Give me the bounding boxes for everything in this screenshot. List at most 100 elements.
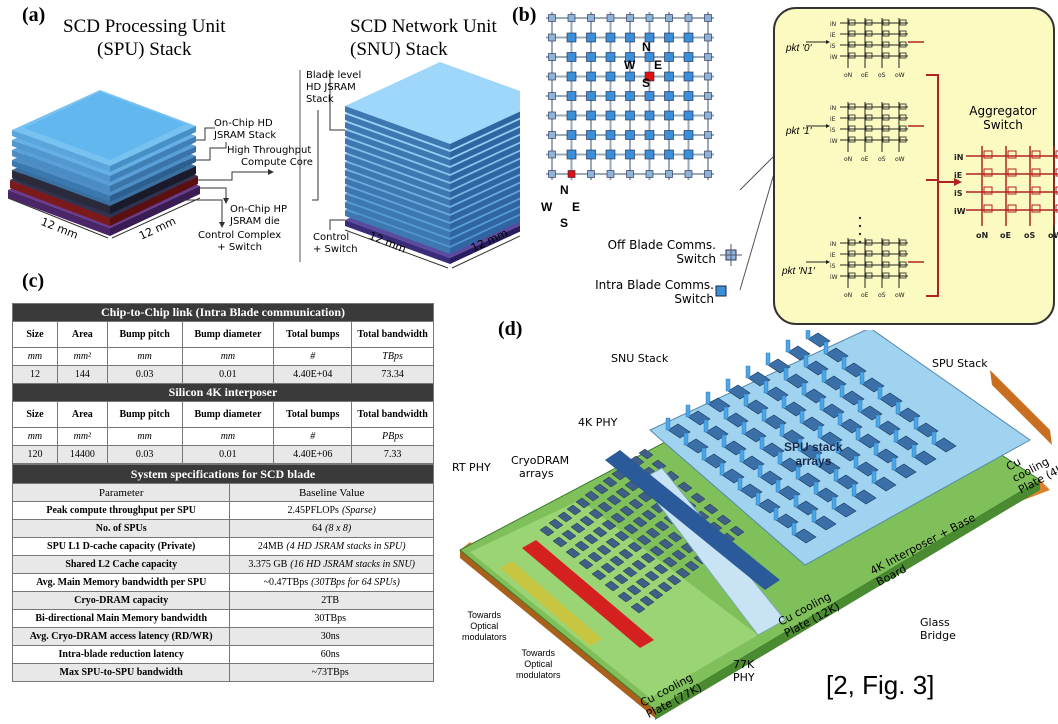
mesh-switch	[644, 52, 655, 62]
label-cryodram-1: CryoDRAM	[511, 454, 570, 467]
mesh-switch	[605, 110, 616, 121]
label-towards2-1: Towards	[521, 648, 556, 658]
spu-title-line2: (SPU) Stack	[97, 39, 192, 60]
system-value: 3.375 GB (16 HD JSRAM stacks in SNU)	[229, 555, 434, 574]
port-out-label: oE	[861, 292, 869, 299]
int-u1: mm²	[56, 427, 108, 446]
mesh-switch	[587, 14, 595, 22]
mesh-switch	[664, 130, 674, 140]
port-out-label: oE	[861, 72, 869, 79]
agg-port-out: oN	[976, 231, 988, 240]
pkt-0-label: pkt '0'	[786, 43, 812, 54]
mesh-switch	[586, 149, 596, 160]
agg-port-in: iW	[954, 207, 966, 216]
mesh-switch	[548, 131, 556, 139]
label-towards2-3: modulators	[516, 670, 561, 680]
c2c-v1: 144	[56, 365, 108, 384]
label-rt-phy: RT PHY	[452, 461, 491, 474]
mesh-switch	[704, 53, 712, 61]
mesh-switch	[683, 52, 694, 62]
mesh-switch	[704, 14, 712, 22]
mesh-switch	[665, 170, 673, 178]
mesh-switch	[605, 130, 616, 140]
mesh-switch	[548, 72, 556, 81]
int-v1: 14400	[56, 445, 108, 464]
spu-stack-unit	[871, 470, 897, 492]
spu-stack-unit	[831, 496, 857, 518]
compass-bottom-e: E	[572, 200, 581, 214]
mesh-switch	[586, 110, 596, 121]
mesh-switch	[625, 52, 635, 62]
label-spu-arrays-1: SPU stack	[784, 440, 843, 454]
system-param: Intra-blade reduction latency	[11, 645, 231, 664]
highlighted-switch	[644, 71, 655, 82]
system-h1: Baseline Value	[229, 483, 434, 502]
int-v0: 120	[12, 445, 58, 464]
c2c-v0: 12	[12, 365, 58, 384]
stack-illustrations	[7, 62, 520, 269]
system-row: Avg. Main Memory bandwidth per SPU ~0.47T…	[11, 573, 434, 592]
c2c-h4: Total bumps	[273, 321, 353, 348]
mesh-switch	[548, 92, 556, 100]
mesh-switch	[625, 32, 635, 43]
system-value-note: (8 x 8)	[325, 523, 352, 534]
mesh-switch	[625, 71, 635, 82]
aggregator-1: Aggregator	[969, 104, 1037, 118]
port-out-label: oE	[861, 156, 869, 163]
label-towards-optical-2: Towards Optical modulators	[516, 648, 561, 681]
port-in-label: iE	[830, 252, 836, 259]
mesh-switch	[704, 150, 712, 159]
system-value: 24MB (4 HD JSRAM stacks in SPU)	[229, 537, 434, 556]
compass-top-e: E	[654, 58, 663, 72]
system-value-note: (30TBps for 64 SPUs)	[311, 577, 400, 588]
system-value-main: 2.45PFLOPs	[287, 505, 339, 516]
int-v2: 0.03	[106, 445, 183, 464]
label-towards1-2: Optical	[470, 621, 499, 631]
agg-port-out: oS	[1024, 231, 1035, 240]
mesh-switch	[566, 91, 577, 101]
port-in-label: iS	[830, 263, 836, 270]
compass-bottom-s: S	[560, 216, 569, 230]
label-high-throughput: High Throughput Compute Core	[227, 145, 313, 169]
label-blade-2: HD JSRAM	[306, 82, 356, 93]
crossbar-pkt-0: iN iE iS iW oN oE oS oW	[806, 18, 924, 79]
mesh-switch	[664, 32, 674, 43]
label-snu-control-1: Control	[313, 232, 350, 243]
port-out-label: oS	[878, 72, 886, 79]
mesh-switch	[587, 170, 595, 178]
label-ht-2: Compute Core	[241, 157, 313, 168]
label-glass-bridge: Glass Bridge	[920, 616, 956, 642]
agg-port-out: oE	[1000, 231, 1011, 240]
int-u3: mm	[181, 427, 275, 446]
mesh-switch	[644, 130, 655, 140]
system-value-main: 3.375 GB	[248, 559, 288, 570]
compass-top-n: N	[642, 40, 651, 54]
mesh-switch	[644, 149, 655, 160]
system-row: Cryo-DRAM capacity 2TB	[11, 591, 434, 610]
label-spu-stack: SPU Stack	[932, 357, 988, 370]
label-77k-phy: 77K PHY	[733, 658, 755, 684]
system-param: Shared L2 Cache capacity	[11, 555, 231, 574]
label-onchip-hd-1: On-Chip HD	[214, 118, 273, 129]
mesh-switch	[664, 149, 674, 160]
int-u4: #	[273, 427, 353, 446]
c2c-h1: Area	[56, 321, 108, 348]
label-spu-arrays: SPU stack arrays	[784, 440, 843, 468]
c2c-v4: 4.40E+04	[273, 365, 353, 384]
label-77k-phy-2: PHY	[733, 671, 755, 684]
port-in-label: iS	[830, 43, 836, 50]
label-blade-level: Blade level HD JSRAM Stack	[306, 70, 361, 106]
c2c-u5: TBps	[351, 347, 434, 366]
agg-port-in: iE	[954, 171, 962, 180]
system-value-main: 30ns	[320, 631, 340, 642]
mesh-switch	[683, 91, 694, 101]
mesh-switch	[683, 130, 694, 140]
spu-stack-figure	[8, 90, 200, 236]
label-glass-1: Glass	[920, 616, 950, 629]
mesh-switch	[704, 170, 712, 178]
system-param: Avg. Cryo-DRAM access latency (RD/WR)	[11, 627, 231, 646]
system-value-main: 24MB	[257, 541, 284, 552]
highlighted-switch	[567, 170, 576, 178]
rt-phy-strip	[500, 561, 602, 646]
system-row: Shared L2 Cache capacity 3.375 GB (16 HD J…	[11, 555, 434, 574]
